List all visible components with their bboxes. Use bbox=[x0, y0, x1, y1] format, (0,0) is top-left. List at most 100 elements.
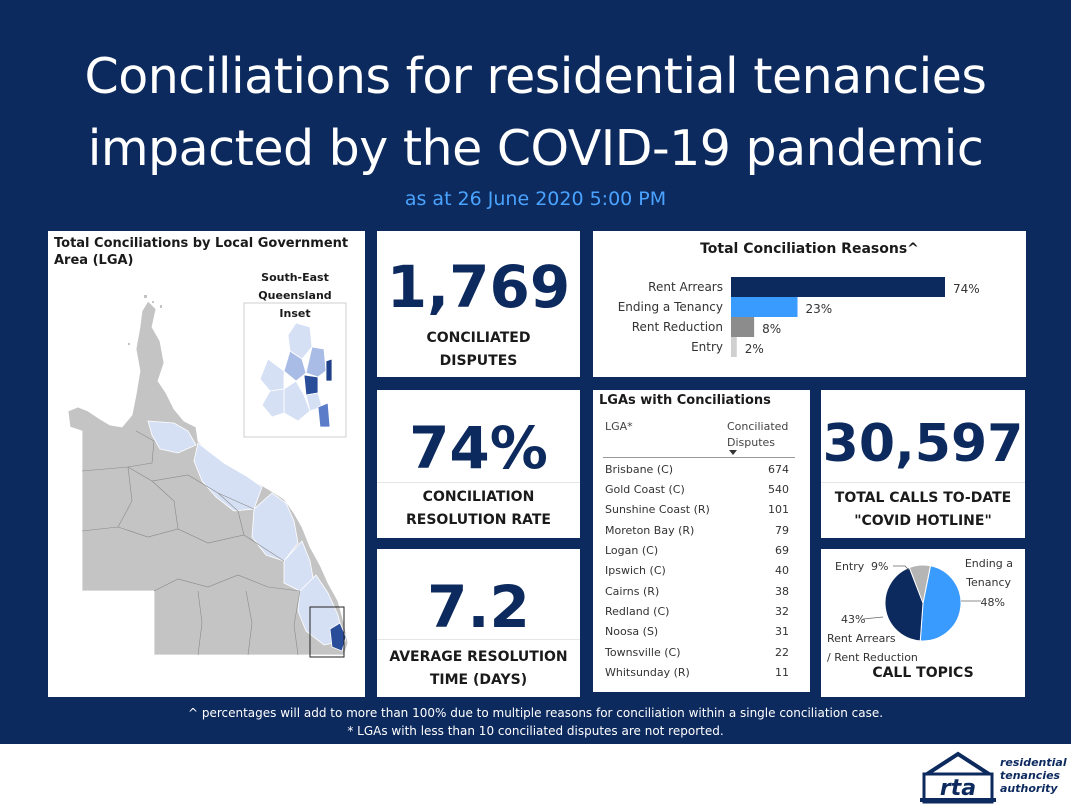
pie-label: Ending a bbox=[965, 557, 1013, 570]
bar[interactable] bbox=[731, 317, 755, 337]
inset-label-line-2: Queensland Inset bbox=[258, 289, 332, 320]
reasons-chart-card: Total Conciliation Reasons^ Rent Arrears… bbox=[593, 231, 1026, 377]
lga-disputes: 674 bbox=[768, 463, 789, 476]
pie-value-label: 48% bbox=[981, 596, 1005, 609]
pie-label: Entry bbox=[835, 560, 865, 573]
disputes-col-header[interactable]: Conciliated Disputes bbox=[727, 419, 788, 451]
rta-logo[interactable]: rta residential tenancies authority bbox=[920, 750, 1067, 806]
lga-disputes: 11 bbox=[775, 666, 789, 679]
rta-word-1: residential bbox=[1000, 756, 1067, 769]
bar-category-label: Ending a Tenancy bbox=[618, 300, 723, 314]
table-row[interactable]: Ipswich (C) 40 bbox=[605, 561, 789, 581]
kpi-resolution-time-label-line-2: TIME (DAYS) bbox=[429, 672, 528, 688]
call-topics-pie: Ending a Tenancy 48% Entry 9% 43% Rent Arrears… bbox=[827, 557, 1013, 664]
pie-slice[interactable] bbox=[908, 564, 932, 605]
bar-category-label: Rent Reduction bbox=[632, 320, 723, 334]
kpi-resolution-time-label: AVERAGE RESOLUTION TIME (DAYS) bbox=[377, 646, 580, 692]
lga-name: Moreton Bay (R) bbox=[605, 524, 695, 537]
bar-value-label: 74% bbox=[953, 282, 980, 296]
lga-name: Whitsunday (R) bbox=[605, 666, 690, 679]
dashboard-background: Conciliations for residential tenancies … bbox=[0, 0, 1071, 744]
bar-value-label: 23% bbox=[806, 302, 833, 316]
pie-slice[interactable] bbox=[884, 566, 924, 642]
lga-name: Cairns (R) bbox=[605, 585, 660, 598]
lga-disputes: 22 bbox=[775, 646, 789, 659]
lga-table-title: LGAs with Conciliations bbox=[599, 393, 771, 408]
kpi-resolution-rate-label-line-2: RESOLUTION RATE bbox=[405, 512, 551, 528]
seq-inset-map bbox=[259, 322, 333, 428]
kpi-calls-value: 30,597 bbox=[822, 414, 1024, 474]
lga-name: Brisbane (C) bbox=[605, 463, 674, 476]
pie-leader-line bbox=[862, 616, 884, 620]
kpi-divider bbox=[821, 482, 1025, 483]
table-row[interactable]: Redland (C) 32 bbox=[605, 602, 789, 622]
bar[interactable] bbox=[731, 277, 945, 297]
lga-name: Ipswich (C) bbox=[605, 564, 666, 577]
pie-slice[interactable] bbox=[919, 565, 962, 642]
call-topics-title: CALL TOPICS bbox=[872, 665, 974, 681]
call-topics-card: Ending a Tenancy 48% Entry 9% 43% Rent Arrears… bbox=[821, 549, 1025, 697]
table-header-rule bbox=[603, 457, 795, 458]
table-row[interactable]: Sunshine Coast (R) 101 bbox=[605, 500, 789, 520]
map-title: Total Conciliations by Local Government … bbox=[54, 236, 349, 268]
kpi-resolution-time-value: 7.2 bbox=[427, 573, 530, 641]
sort-descending-icon[interactable] bbox=[729, 450, 737, 455]
kpi-calls-label: TOTAL CALLS TO-DATE "COVID HOTLINE" bbox=[821, 487, 1025, 533]
bar[interactable] bbox=[731, 297, 798, 317]
lga-table-card: LGAs with Conciliations LGA* Conciliated… bbox=[593, 390, 810, 692]
map-islands bbox=[128, 295, 162, 345]
queensland-map bbox=[67, 295, 349, 658]
lga-disputes: 79 bbox=[775, 524, 789, 537]
table-row[interactable]: Noosa (S) 31 bbox=[605, 622, 789, 642]
lga-name: Sunshine Coast (R) bbox=[605, 503, 710, 516]
lga-col-header[interactable]: LGA* bbox=[605, 420, 633, 433]
lga-map-card: Total Conciliations by Local Government … bbox=[48, 231, 365, 697]
lga-name: Redland (C) bbox=[605, 605, 670, 618]
rta-mark: rta bbox=[940, 776, 976, 801]
disputes-col-header-line-2: Disputes bbox=[727, 436, 776, 449]
rta-word-2: tenancies bbox=[1000, 769, 1061, 782]
lga-disputes: 540 bbox=[768, 483, 789, 496]
kpi-resolution-rate-label: CONCILIATION RESOLUTION RATE bbox=[377, 486, 580, 532]
lga-disputes: 31 bbox=[775, 625, 789, 638]
lga-name: Townsville (C) bbox=[605, 646, 681, 659]
kpi-resolution-rate-value: 74% bbox=[409, 414, 548, 482]
footnote-percentages: ^ percentages will add to more than 100%… bbox=[187, 706, 884, 720]
table-row[interactable]: Gold Coast (C) 540 bbox=[605, 480, 789, 500]
inset-label-line-1: South-East bbox=[261, 271, 329, 284]
rta-word-3: authority bbox=[1000, 782, 1058, 795]
lga-name: Gold Coast (C) bbox=[605, 483, 685, 496]
map-region-lightblue-2 bbox=[193, 442, 263, 512]
page-title-line-1: Conciliations for residential tenancies bbox=[84, 48, 987, 105]
lga-disputes: 32 bbox=[775, 605, 789, 618]
kpi-conciliated-label-line-1: CONCILIATED bbox=[426, 330, 531, 346]
pie-label: Rent Arrears bbox=[827, 632, 896, 645]
table-row[interactable]: Logan (C) 69 bbox=[605, 541, 789, 561]
pie-value-label: 43% bbox=[841, 613, 865, 626]
reasons-bar-chart: Rent Arrears 74% Ending a Tenancy 23% Rent R… bbox=[618, 277, 980, 357]
kpi-conciliated-label: CONCILIATED DISPUTES bbox=[377, 327, 580, 373]
pie-leader-line bbox=[893, 565, 910, 571]
kpi-conciliated-value: 1,769 bbox=[386, 253, 571, 321]
pie-label: Tenancy bbox=[965, 576, 1011, 589]
inset-label: South-East Queensland Inset bbox=[244, 269, 346, 323]
table-row[interactable]: Cairns (R) 38 bbox=[605, 582, 789, 602]
bar-value-label: 2% bbox=[745, 342, 764, 356]
rta-wordmark: residential tenancies authority bbox=[1000, 756, 1067, 795]
page-subtitle: as at 26 June 2020 5:00 PM bbox=[404, 188, 667, 210]
kpi-resolution-time-card: 7.2 AVERAGE RESOLUTION TIME (DAYS) bbox=[377, 549, 580, 697]
rta-house-icon: rta bbox=[920, 751, 996, 804]
lga-disputes: 40 bbox=[775, 564, 789, 577]
bar[interactable] bbox=[731, 337, 737, 357]
table-row[interactable]: Whitsunday (R) 11 bbox=[605, 663, 789, 683]
bar-category-label: Entry bbox=[691, 340, 723, 354]
kpi-divider bbox=[377, 639, 580, 640]
lga-disputes: 101 bbox=[768, 503, 789, 516]
kpi-resolution-time-label-line-1: AVERAGE RESOLUTION bbox=[389, 649, 568, 665]
table-row[interactable]: Brisbane (C) 674 bbox=[605, 460, 789, 480]
footnote-lga: * LGAs with less than 10 conciliated dis… bbox=[347, 724, 724, 738]
lga-name: Noosa (S) bbox=[605, 625, 659, 638]
table-row[interactable]: Moreton Bay (R) 79 bbox=[605, 521, 789, 541]
map-region-lightblue-1 bbox=[147, 420, 197, 454]
table-row[interactable]: Townsville (C) 22 bbox=[605, 643, 789, 663]
